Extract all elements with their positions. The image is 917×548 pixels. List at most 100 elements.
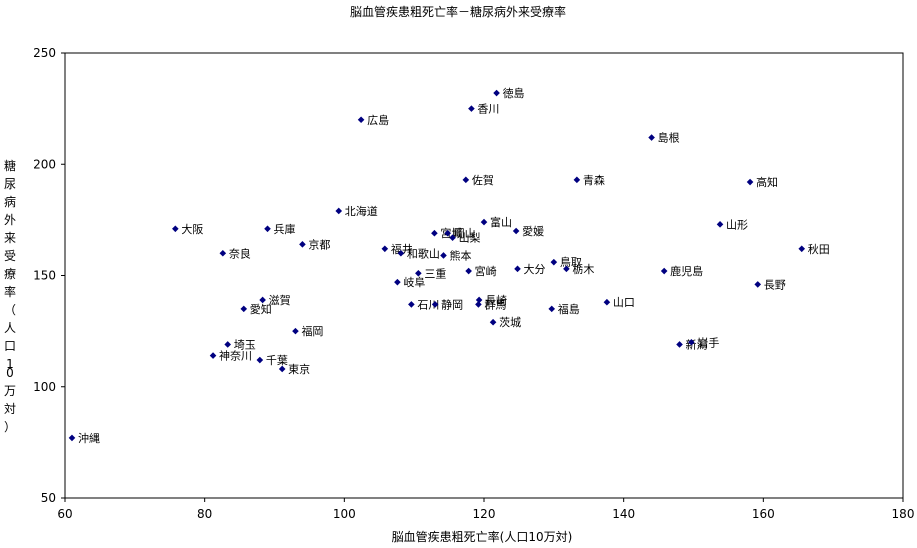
data-point: 群馬	[475, 297, 506, 311]
point-label: 福井	[391, 242, 413, 256]
point-marker	[440, 252, 447, 259]
point-marker	[209, 352, 217, 359]
x-tick-label: 160	[752, 507, 775, 521]
data-point: 鳥取	[550, 255, 582, 269]
point-label: 愛媛	[522, 224, 544, 238]
point-marker	[465, 267, 472, 275]
point-label: 栃木	[572, 262, 594, 276]
x-tick-label: 100	[333, 507, 356, 521]
data-point: 長崎	[475, 293, 507, 307]
point-marker	[219, 249, 227, 257]
data-point: 福岡	[292, 324, 323, 338]
point-marker	[224, 341, 232, 348]
point-label: 広島	[367, 113, 389, 127]
data-point: 鹿児島	[660, 264, 703, 278]
point-marker	[489, 318, 497, 326]
point-label: 鳥取	[560, 255, 582, 269]
data-point: 高知	[746, 175, 778, 189]
data-point: 栃木	[563, 262, 594, 276]
point-label: 岡山	[454, 227, 476, 240]
point-marker	[660, 267, 668, 275]
point-marker	[688, 338, 695, 346]
point-label: 宮崎	[475, 264, 497, 278]
point-marker	[468, 105, 475, 112]
y-tick-label: 250	[33, 46, 56, 60]
y-tick-label: 150	[33, 269, 56, 283]
point-marker	[512, 227, 520, 235]
point-label: 兵庫	[274, 222, 296, 236]
point-marker	[462, 176, 470, 184]
data-point: 岐阜	[394, 276, 425, 289]
point-label: 滋賀	[269, 294, 291, 307]
point-label: 北海道	[345, 204, 378, 218]
point-marker	[548, 305, 556, 313]
data-point: 東京	[278, 362, 310, 376]
point-label: 宮城	[440, 226, 462, 240]
x-tick-label: 80	[197, 507, 212, 521]
data-point: 滋賀	[259, 294, 291, 307]
point-marker	[264, 225, 271, 233]
point-label: 高知	[756, 175, 778, 189]
point-marker	[240, 305, 248, 313]
point-marker	[397, 249, 405, 257]
data-point: 大阪	[172, 222, 203, 236]
data-point: 福島	[548, 302, 580, 316]
point-marker	[746, 178, 754, 186]
point-marker	[394, 278, 401, 286]
data-point: 岡山	[444, 227, 476, 240]
x-axis-title: 脳血管疾患粗死亡率(人口10万対)	[392, 529, 573, 544]
point-marker	[716, 221, 724, 228]
x-tick-label: 60	[57, 507, 72, 521]
data-point: 山形	[716, 218, 748, 231]
point-marker	[493, 89, 500, 97]
data-point: 北海道	[335, 204, 378, 218]
point-label: 香川	[477, 103, 499, 116]
data-point: 埼玉	[224, 337, 256, 351]
point-marker	[299, 241, 306, 248]
data-point: 和歌山	[397, 246, 440, 260]
point-label: 三重	[424, 266, 446, 280]
point-label: 富山	[490, 215, 512, 229]
data-point: 三重	[415, 266, 446, 280]
y-tick-label: 200	[33, 157, 56, 171]
data-point: 山口	[603, 296, 635, 309]
data-point: 沖縄	[68, 431, 100, 445]
data-point: 秋田	[798, 242, 830, 256]
point-marker	[431, 229, 438, 237]
point-marker	[475, 296, 483, 304]
point-marker	[648, 134, 655, 141]
y-axis-title: 糖尿病外来受療率（人口 1 0 万対）	[4, 158, 16, 434]
point-label: 埼玉	[234, 337, 256, 351]
y-tick-label: 50	[41, 491, 56, 505]
point-marker	[381, 245, 389, 253]
data-point: 静岡	[431, 297, 463, 311]
point-marker	[415, 269, 422, 277]
data-point: 愛媛	[512, 224, 544, 238]
point-label: 岐阜	[403, 276, 425, 289]
point-label: 熊本	[449, 248, 471, 262]
y-axis-ticks: 50 100 150 200 250	[33, 46, 65, 505]
point-label: 和歌山	[407, 246, 440, 260]
point-label: 福島	[558, 302, 580, 316]
y-tick-label: 100	[33, 380, 56, 394]
point-marker	[603, 298, 611, 306]
point-marker	[431, 301, 439, 308]
data-point: 山梨	[449, 231, 481, 245]
point-label: 山梨	[459, 231, 481, 245]
point-label: 奈良	[229, 246, 251, 260]
chart-title: 脳血管疾患粗死亡率－糖尿病外来受療率	[350, 4, 566, 19]
data-point: 福井	[381, 242, 413, 256]
data-point: 神奈川	[209, 349, 252, 363]
data-point: 長野	[754, 278, 786, 291]
point-label: 神奈川	[219, 349, 252, 363]
point-label: 山形	[726, 218, 748, 231]
x-tick-label: 120	[473, 507, 496, 521]
point-label: 山口	[613, 296, 635, 309]
data-point: 富山	[480, 215, 512, 229]
point-label: 東京	[288, 362, 310, 376]
point-marker	[563, 265, 570, 273]
point-marker	[259, 296, 266, 304]
x-tick-label: 140	[612, 507, 635, 521]
data-point: 熊本	[440, 248, 471, 262]
